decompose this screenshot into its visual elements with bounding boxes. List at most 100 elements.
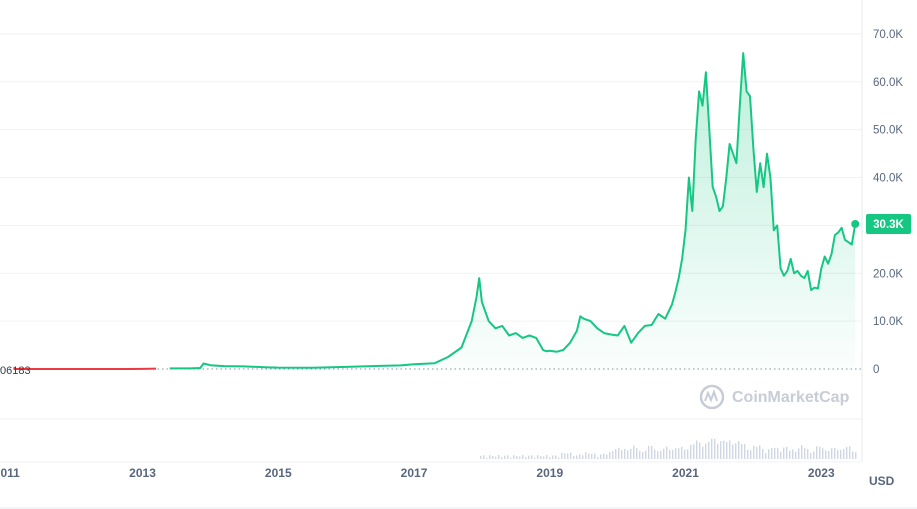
volume-bar [573, 456, 575, 459]
currency-unit-label: USD [869, 474, 895, 488]
volume-bar [696, 440, 698, 459]
y-tick-label: 70.0K [873, 29, 903, 41]
volume-bar [537, 455, 539, 459]
volume-bar [705, 443, 707, 459]
volume-bar [543, 456, 545, 459]
volume-bar [825, 450, 827, 459]
volume-bar [666, 446, 668, 459]
x-tick-label: 2017 [401, 466, 428, 480]
volume-bar [723, 440, 725, 459]
volume-bar [504, 455, 506, 459]
volume-bar [603, 453, 605, 459]
volume-bar [840, 449, 842, 459]
volume-bar [654, 449, 656, 459]
volume-bar [519, 456, 521, 459]
volume-bar [741, 443, 743, 459]
volume-bar [744, 444, 746, 459]
volume-bar [540, 456, 542, 459]
volume-bar [606, 454, 608, 459]
volume-bar [657, 451, 659, 459]
volume-bar [513, 455, 515, 459]
volume-bar [627, 450, 629, 459]
volume-bar [585, 452, 587, 459]
volume-bar [828, 450, 830, 459]
volume-bar [687, 449, 689, 459]
watermark: CoinMarketCap [699, 384, 850, 410]
volume-bar [618, 447, 620, 459]
volume-bar [777, 447, 779, 459]
volume-bar [807, 449, 809, 459]
x-tick-label: 2019 [536, 466, 563, 480]
y-tick-label: 20.0K [873, 268, 903, 280]
volume-bar [525, 457, 527, 459]
volume-bar [624, 448, 626, 459]
volume-bar [771, 448, 773, 459]
volume-bar [642, 452, 644, 459]
volume-bar [576, 455, 578, 459]
volume-bar [636, 448, 638, 459]
y-tick-label: 50.0K [873, 125, 903, 137]
volume-bar [645, 450, 647, 459]
volume-bar [558, 457, 560, 459]
volume-bar [831, 448, 833, 459]
volume-bar [747, 449, 749, 459]
volume-bar [792, 449, 794, 459]
price-area [169, 53, 856, 369]
volume-bar [681, 446, 683, 459]
volume-bar [762, 448, 764, 459]
volume-bar [495, 456, 497, 459]
volume-bar [594, 453, 596, 459]
y-tick-label: 10.0K [873, 316, 903, 328]
volume-bar [510, 457, 512, 459]
x-tick-label: 2021 [672, 466, 699, 480]
volume-bar [672, 449, 674, 459]
volume-bar [609, 452, 611, 459]
current-price-dot [851, 219, 860, 228]
volume-bar [783, 447, 785, 459]
volume-bar [567, 453, 569, 459]
volume-bar [492, 455, 494, 459]
volume-bar [501, 457, 503, 459]
volume-bar [615, 449, 617, 459]
volume-bar [498, 455, 500, 459]
volume-bar [717, 443, 719, 459]
volume-bar [702, 446, 704, 459]
volume-bar [534, 457, 536, 459]
volume-bar [852, 451, 854, 459]
volume-bar [708, 441, 710, 459]
current-price-badge: 30.3K [866, 213, 911, 234]
volume-bar [516, 456, 518, 459]
volume-bar [663, 448, 665, 459]
volume-bar [684, 449, 686, 459]
volume-bar [822, 448, 824, 459]
price-line [169, 52, 857, 370]
volume-bar [846, 446, 848, 459]
volume-bar [489, 455, 491, 459]
volume-bar [843, 448, 845, 459]
coinmarketcap-logo-wave-icon [704, 389, 718, 403]
volume-bar [600, 454, 602, 459]
y-tick-label: 40.0K [873, 173, 903, 185]
volume-bar [570, 452, 572, 459]
volume-bar [837, 450, 839, 459]
volume-bar [849, 446, 851, 459]
coinmarketcap-logo-icon [699, 384, 725, 410]
current-price-badge-text: 30.3K [873, 219, 904, 231]
volume-bar [759, 445, 761, 459]
volume-bar [813, 451, 815, 459]
volume-bar [564, 453, 566, 459]
volume-bar [693, 444, 695, 459]
plot-area [13, 52, 860, 370]
volume-bar [630, 448, 632, 459]
volume-bar [816, 446, 818, 459]
volume-bar [561, 452, 563, 459]
volume-bar [711, 438, 713, 459]
volume-bar [804, 448, 806, 459]
volume-bar [765, 453, 767, 459]
volume-bar [738, 441, 740, 459]
volume-bar [669, 450, 671, 459]
volume-bar [651, 445, 653, 459]
x-tick-label: 2023 [808, 466, 835, 480]
start-price-label: 06183 [0, 365, 31, 377]
